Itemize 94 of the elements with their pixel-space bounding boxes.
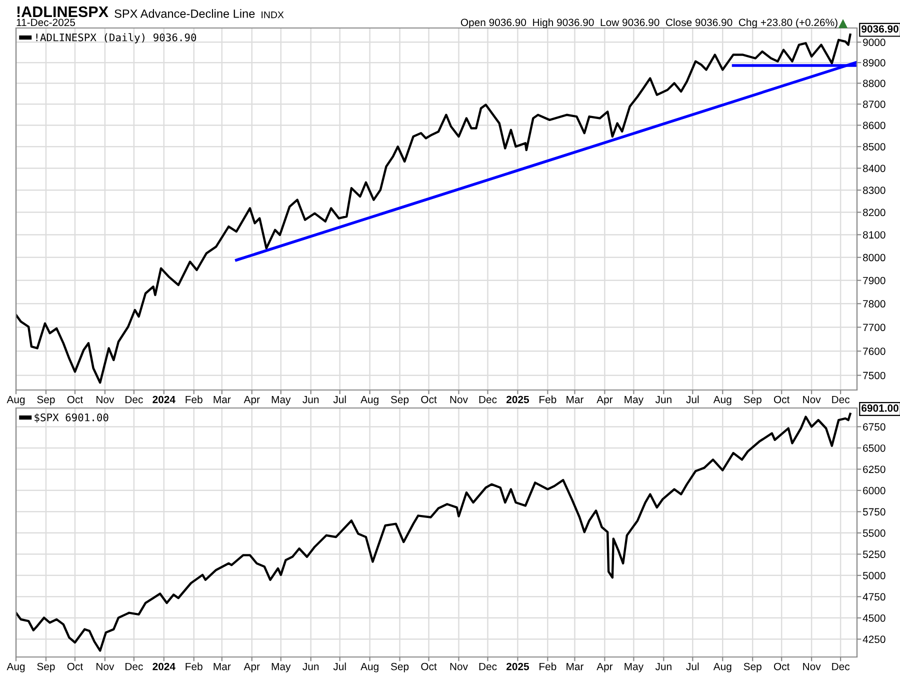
x-tick-label: Jun [655,396,672,404]
x-tick-label: Dec [126,662,143,670]
text: 11-Dec-2025 [16,18,76,26]
y-tick-label: 6250 [863,466,886,474]
x-tick-label: Oct [421,396,437,404]
x-tick-label: Jun [302,662,319,670]
x-tick-label: Oct [67,396,83,404]
chart-subtitle: SPX Advance-Decline Line [114,9,255,18]
x-tick-label: 2025 [506,396,529,404]
x-tick-label: Dec [479,662,497,670]
y-tick-label: 8100 [863,231,886,239]
y-tick-label: 4500 [862,614,886,622]
x-tick-label: Jul [333,662,346,670]
y-tick-label: 8600 [863,122,886,130]
y-tick-label: 8700 [863,100,886,108]
x-tick-label: Sep [390,662,409,672]
y-tick-label: 4250 [862,636,886,644]
x-tick-label: Dec [126,396,143,404]
y-tick-label: 4750 [862,593,886,601]
x-tick-label: Apr [244,662,260,672]
x-tick-label: Feb [540,662,556,670]
x-tick-label: Jul [333,396,346,404]
y-tick-label: 6750 [863,423,886,431]
x-tick-label: Aug [360,662,378,672]
y-tick-label: 7700 [863,324,886,332]
y-tick-label: 7600 [863,348,886,355]
y-tick-label: 6000 [863,486,886,494]
y-tick-label: 9000 [863,38,886,46]
y-tick-label: 8500 [863,143,886,150]
x-tick-label: Feb [186,662,202,670]
x-tick-label: Dec [832,396,850,404]
legend-label: $SPX 6901.00 [34,413,108,423]
x-tick-label: Nov [803,396,821,404]
x-tick-label: Mar [214,396,231,404]
x-tick-label: Nov [96,396,114,404]
x-tick-label: Oct [774,396,790,404]
annotation: 6901.00 [862,404,898,412]
x-tick-label: 2025 [506,662,529,670]
chart-title: !ADLINESPX [17,6,108,18]
y-tick-label: 7500 [863,372,886,380]
x-tick-label: Apr [244,396,260,406]
x-tick-label: May [624,662,644,672]
x-tick-label: Aug [713,396,732,406]
x-tick-label: Mar [566,396,584,404]
x-tick-label: May [624,396,644,406]
x-tick-label: Aug [6,396,25,406]
x-tick-label: Sep [37,396,55,406]
x-tick-label: Dec [832,662,850,670]
x-tick-label: 2024 [152,396,176,404]
legend-label: !ADLINESPX (Daily) 9036.90 [36,33,196,44]
x-tick-label: Nov [803,662,821,670]
x-tick-label: Aug [713,662,732,672]
x-tick-label: Feb [186,396,202,404]
x-tick-label: May [272,662,291,672]
x-tick-label: Aug [6,662,25,672]
x-tick-label: Jun [655,662,672,670]
y-tick-label: 6500 [863,444,886,452]
y-tick-label: 5000 [862,572,886,580]
y-tick-label: 8400 [863,164,886,172]
x-tick-label: May [272,396,291,406]
annotation: 9036.90 [862,25,898,33]
x-tick-label: Sep [744,396,762,406]
x-tick-label: Feb [540,396,556,404]
x-tick-label: Nov [96,662,114,670]
x-tick-label: Sep [37,662,55,672]
x-tick-label: Jul [686,662,699,670]
x-tick-label: Nov [450,662,468,670]
y-tick-label: 7900 [863,276,886,284]
x-tick-label: Apr [596,662,613,672]
text: INDX [262,11,284,18]
x-tick-label: Mar [214,662,231,670]
x-tick-label: Oct [421,662,437,670]
y-tick-label: 7800 [863,300,886,308]
y-tick-label: 8900 [863,59,886,66]
x-tick-label: Oct [774,662,790,670]
x-tick-label: 2024 [152,662,176,670]
x-tick-label: Jun [302,396,319,404]
y-tick-label: 5500 [862,529,886,537]
x-tick-label: Apr [596,396,613,406]
annotation: Open 9036.90 High 9036.90 Low 9036.90 Close 9036.90 Chg +23.80 (+0.26%) [460,18,838,28]
x-tick-label: Mar [566,662,584,670]
y-tick-label: 8800 [863,80,886,88]
x-tick-label: Sep [744,662,762,672]
y-tick-label: 8200 [863,208,886,216]
y-tick-label: 8000 [863,254,886,262]
x-tick-label: Dec [479,396,497,404]
y-tick-label: 5250 [862,550,886,558]
x-tick-label: Aug [360,396,378,406]
y-tick-label: 8300 [863,186,886,194]
y-tick-label: 5750 [862,508,886,516]
x-tick-label: Sep [390,396,409,406]
x-tick-label: Jul [686,396,699,404]
x-tick-label: Nov [450,396,468,404]
x-tick-label: Oct [67,662,83,670]
